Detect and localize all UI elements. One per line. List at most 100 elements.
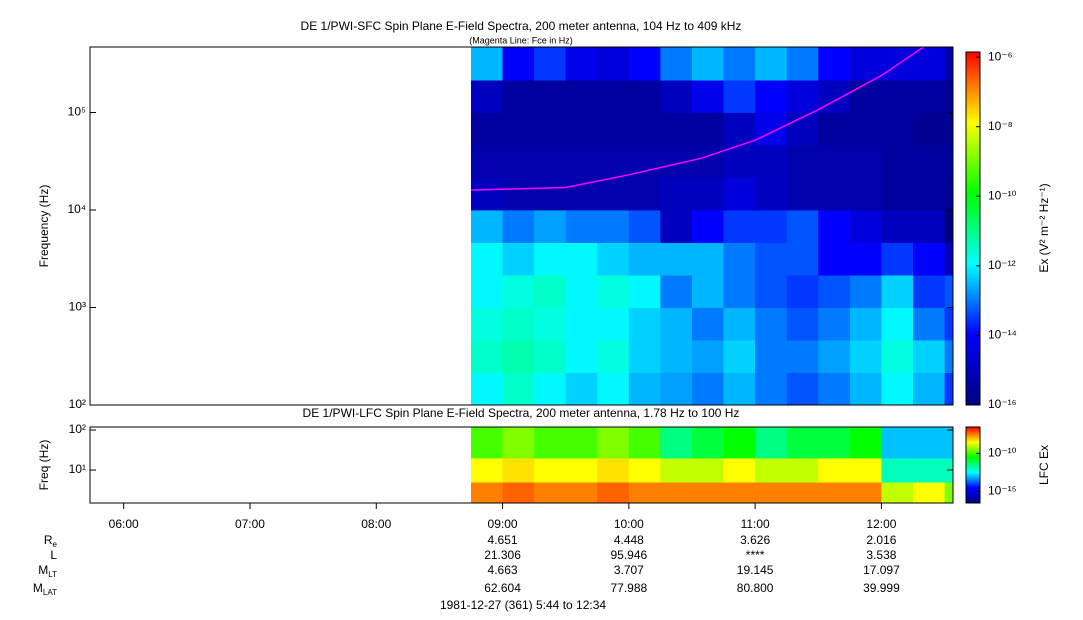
heatmap-cell [470,145,503,179]
heatmap-cell [597,457,630,483]
heatmap-cell [628,457,661,483]
heatmap-cell [786,307,819,341]
heatmap-cell [849,307,882,341]
heatmap-cell [628,242,661,276]
y-tick-label: 10³ [69,300,86,314]
heatmap-cell [691,482,724,504]
heatmap-cell [849,457,882,483]
x-tick-label: 07:00 [235,517,265,531]
heatmap-cell [628,275,661,308]
heatmap-cell [755,47,788,81]
ephemeris-value: 77.988 [610,581,647,595]
heatmap-cell [660,177,693,211]
heatmap-cell [755,372,788,406]
y-tick-label: 10² [69,422,86,436]
heatmap-cell [818,457,851,483]
heatmap-cell [944,340,954,373]
heatmap-cell [913,112,945,146]
heatmap-cell [534,307,567,341]
heatmap-cell [723,457,756,483]
heatmap-cell [723,47,756,81]
ephemeris-value: 4.651 [488,533,518,547]
heatmap-cell [470,457,503,483]
heatmap-cell [786,275,819,308]
ephemeris-label-sub: e [53,540,58,549]
heatmap-cell [755,210,788,243]
chart-title: DE 1/PWI-LFC Spin Plane E-Field Spectra,… [303,406,740,420]
ephemeris-label: L [50,548,57,562]
heatmap-cell [786,145,819,179]
heatmap-cell [786,177,819,211]
heatmap-cell [565,427,598,459]
heatmap-cell [691,372,724,406]
heatmap-cell [818,80,851,113]
colorbar-tick-label: 10⁻¹⁵ [988,484,1017,498]
colorbar-tick-label: 10⁻¹⁰ [988,446,1017,460]
heatmap-cell [786,210,819,243]
heatmap-cell [502,482,535,504]
ephemeris-label-sub: LT [48,570,57,579]
heatmap-cell [723,145,756,179]
heatmap-cell [628,177,661,211]
heatmap-cell [818,112,851,146]
heatmap-cell [913,457,945,483]
heatmap-cell [470,80,503,113]
heatmap-cell [913,47,945,81]
heatmap-cell [913,427,945,459]
heatmap-cell [913,275,945,308]
heatmap-cell [723,372,756,406]
heatmap-cell [849,112,882,146]
heatmap-cell [881,275,914,308]
heatmap-cell [723,210,756,243]
heatmap-cell [502,275,535,308]
heatmap-cell [849,242,882,276]
heatmap-cell [881,112,914,146]
heatmap-cell [881,307,914,341]
heatmap-cell [881,457,914,483]
ephemeris-value: 4.448 [614,533,644,547]
heatmap-cell [881,210,914,243]
heatmap-cell [786,427,819,459]
heatmap-cell [849,47,882,81]
ephemeris-value: 2.016 [866,533,896,547]
ephemeris-value: 19.145 [737,563,774,577]
ephemeris-value: **** [746,548,765,562]
heatmap-cell [597,372,630,406]
heatmap-cell [755,457,788,483]
heatmap-cell [944,210,954,243]
heatmap-cell [913,307,945,341]
heatmap-cell [534,457,567,483]
x-tick-label: 11:00 [741,517,770,531]
heatmap-cell [913,177,945,211]
heatmap-cell [597,307,630,341]
x-tick-label: 09:00 [488,517,518,531]
heatmap-cell [755,80,788,113]
heatmap-cell [597,275,630,308]
heatmap-cell [502,307,535,341]
colorbar-tick-label: 10⁻¹⁴ [988,328,1017,342]
heatmap-cell [502,112,535,146]
heatmap-cell [660,307,693,341]
heatmap-cell [755,275,788,308]
heatmap-cell [534,427,567,459]
heatmap-cell [660,47,693,81]
heatmap-cell [502,427,535,459]
heatmap-cell [597,242,630,276]
heatmap-cell [597,210,630,243]
heatmap-cell [660,80,693,113]
heatmap-cell [470,177,503,211]
heatmap-cell [881,145,914,179]
heatmap-cell [691,242,724,276]
heatmap-cell [628,80,661,113]
heatmap-cell [534,372,567,406]
heatmap-cell [628,482,661,504]
heatmap-cell [944,482,954,504]
heatmap-cell [660,112,693,146]
heatmap-cell [565,275,598,308]
ephemeris-label-sub: LAT [43,588,57,597]
heatmap-cell [470,372,503,406]
heatmap-cell [597,340,630,373]
heatmap-cell [849,372,882,406]
x-tick-label: 06:00 [109,517,139,531]
